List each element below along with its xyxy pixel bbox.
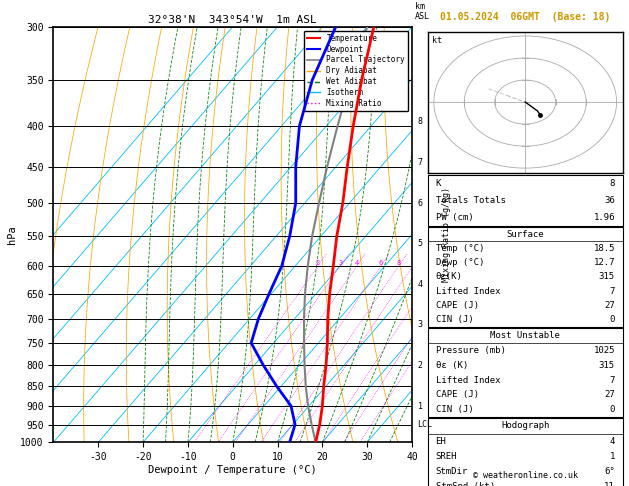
Text: 1.96: 1.96 — [593, 213, 615, 222]
Text: 0: 0 — [610, 405, 615, 415]
Text: 2: 2 — [418, 361, 423, 370]
Text: LCL: LCL — [418, 420, 433, 429]
Text: Totals Totals: Totals Totals — [435, 196, 505, 205]
Text: CIN (J): CIN (J) — [435, 315, 473, 324]
Text: 11: 11 — [604, 482, 615, 486]
Text: 12.7: 12.7 — [593, 258, 615, 267]
Text: 3: 3 — [338, 260, 342, 266]
Text: 8: 8 — [418, 118, 423, 126]
Text: Temp (°C): Temp (°C) — [435, 244, 484, 253]
Text: 6: 6 — [418, 199, 423, 208]
Text: K: K — [435, 179, 441, 188]
Text: kt: kt — [431, 36, 442, 45]
Legend: Temperature, Dewpoint, Parcel Trajectory, Dry Adiabat, Wet Adiabat, Isotherm, Mi: Temperature, Dewpoint, Parcel Trajectory… — [304, 31, 408, 111]
Text: StmSpd (kt): StmSpd (kt) — [435, 482, 494, 486]
Title: 32°38'N  343°54'W  1m ASL: 32°38'N 343°54'W 1m ASL — [148, 15, 317, 25]
Text: θε(K): θε(K) — [435, 272, 462, 281]
Text: 36: 36 — [604, 196, 615, 205]
Text: StmDir: StmDir — [435, 467, 468, 476]
Text: © weatheronline.co.uk: © weatheronline.co.uk — [473, 471, 577, 480]
Text: SREH: SREH — [435, 451, 457, 461]
Text: 5: 5 — [418, 239, 423, 248]
Text: 1025: 1025 — [593, 346, 615, 355]
Text: 27: 27 — [604, 301, 615, 310]
Text: km
ASL: km ASL — [415, 2, 430, 21]
Text: Most Unstable: Most Unstable — [490, 330, 560, 340]
Text: 8: 8 — [610, 179, 615, 188]
Text: Hodograph: Hodograph — [501, 421, 549, 431]
Text: 1: 1 — [418, 402, 423, 411]
Text: 315: 315 — [599, 361, 615, 369]
Y-axis label: hPa: hPa — [8, 225, 18, 244]
Text: 7: 7 — [418, 158, 423, 167]
Text: θε (K): θε (K) — [435, 361, 468, 369]
Text: 8: 8 — [396, 260, 401, 266]
Text: 1: 1 — [610, 451, 615, 461]
Text: Mixing Ratio (g/kg): Mixing Ratio (g/kg) — [442, 187, 451, 282]
Text: Dewp (°C): Dewp (°C) — [435, 258, 484, 267]
Text: 6: 6 — [379, 260, 383, 266]
Text: EH: EH — [435, 436, 446, 446]
Text: Lifted Index: Lifted Index — [435, 287, 500, 295]
Text: 18.5: 18.5 — [593, 244, 615, 253]
Text: CAPE (J): CAPE (J) — [435, 390, 479, 399]
Text: 6°: 6° — [604, 467, 615, 476]
Text: 01.05.2024  06GMT  (Base: 18): 01.05.2024 06GMT (Base: 18) — [440, 12, 610, 22]
Text: 4: 4 — [610, 436, 615, 446]
Text: PW (cm): PW (cm) — [435, 213, 473, 222]
Text: CAPE (J): CAPE (J) — [435, 301, 479, 310]
Text: CIN (J): CIN (J) — [435, 405, 473, 415]
Text: 7: 7 — [610, 376, 615, 384]
Text: 27: 27 — [604, 390, 615, 399]
Text: 0: 0 — [610, 315, 615, 324]
Text: Surface: Surface — [506, 229, 544, 239]
Text: 4: 4 — [418, 280, 423, 289]
Text: 2: 2 — [316, 260, 320, 266]
Text: 7: 7 — [610, 287, 615, 295]
Text: Lifted Index: Lifted Index — [435, 376, 500, 384]
X-axis label: Dewpoint / Temperature (°C): Dewpoint / Temperature (°C) — [148, 465, 317, 475]
Text: 4: 4 — [355, 260, 359, 266]
Text: 315: 315 — [599, 272, 615, 281]
Text: Pressure (mb): Pressure (mb) — [435, 346, 505, 355]
Text: 3: 3 — [418, 320, 423, 330]
